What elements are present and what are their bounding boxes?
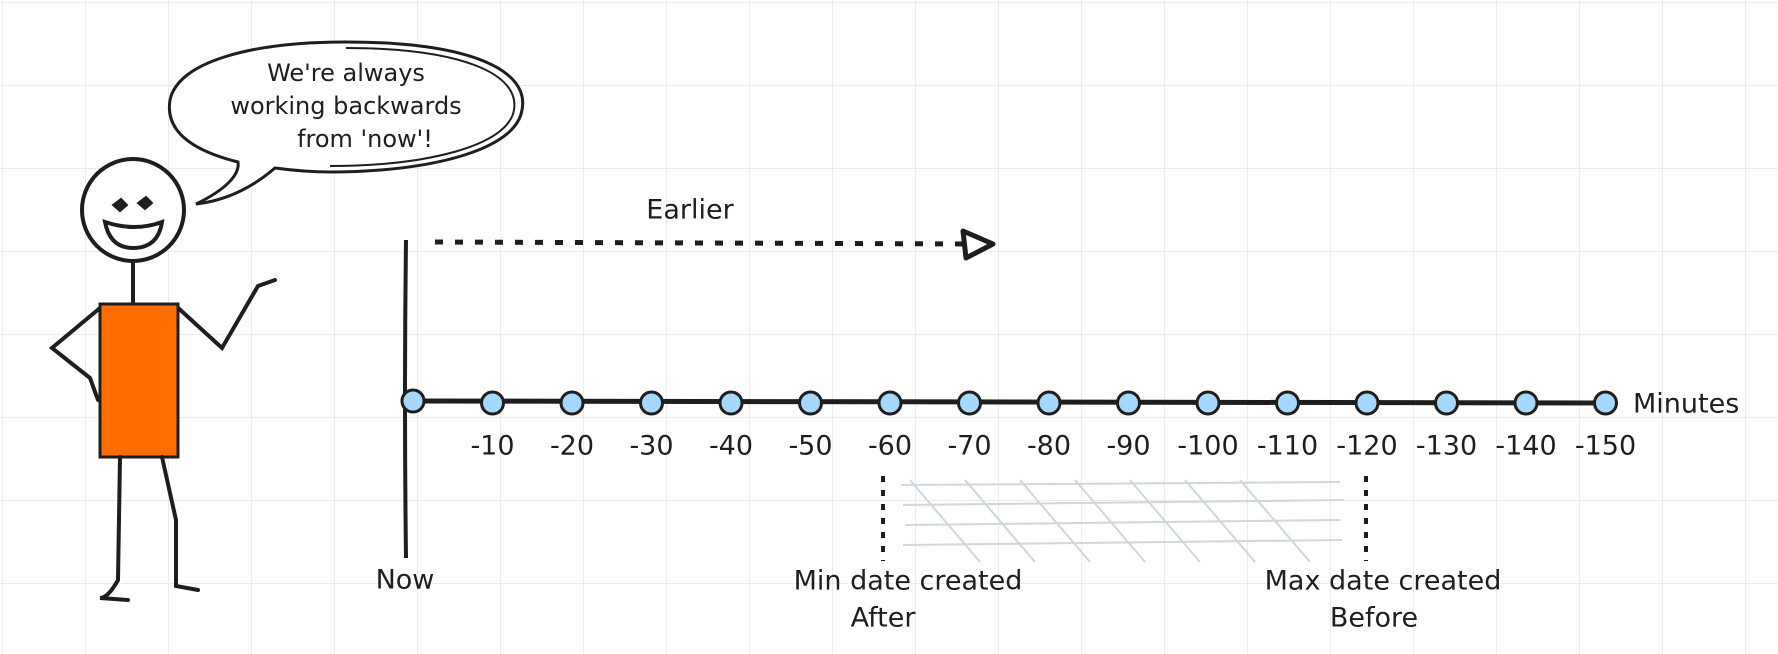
min-subtitle: After <box>851 603 917 634</box>
tick-point <box>639 390 664 416</box>
tick-label: -130 <box>1416 431 1477 462</box>
speech-bubble <box>167 40 525 206</box>
tick-point <box>1593 390 1618 416</box>
tick-label: -90 <box>1106 431 1150 462</box>
tick-label: -60 <box>868 431 912 462</box>
tick-point <box>1434 390 1459 416</box>
bubble-text: We're always <box>267 59 425 87</box>
origin-point <box>400 388 426 414</box>
tick-point <box>480 390 505 416</box>
tick-point <box>1513 390 1539 416</box>
tick-label: -30 <box>629 431 673 462</box>
tick-label: -40 <box>709 431 753 462</box>
tick-label: -10 <box>470 431 514 462</box>
stick-figure <box>48 157 277 602</box>
min-title: Min date created <box>794 566 1023 597</box>
tick-point <box>1195 390 1221 416</box>
axis-line <box>412 398 1606 406</box>
tick-point <box>877 390 903 416</box>
tick-point <box>718 390 744 416</box>
range-hatch <box>900 479 1345 563</box>
tick-label: -120 <box>1336 431 1397 462</box>
tick-point <box>559 390 585 416</box>
tick-label: -110 <box>1257 431 1318 462</box>
tick-point <box>1116 390 1141 416</box>
max-subtitle: Before <box>1330 603 1418 634</box>
tick-label: -70 <box>947 431 991 462</box>
bubble-text: working backwards <box>230 92 461 120</box>
tick-label: -140 <box>1495 431 1556 462</box>
unit-label: Minutes <box>1633 389 1739 420</box>
max-title: Max date created <box>1265 566 1502 597</box>
tick-label: -50 <box>788 431 832 462</box>
timeline: -10 -20 -30 -40 -50 -60 -70 -80 -90 -100 -110 -120-… <box>400 388 1636 462</box>
tick-label: -100 <box>1177 431 1238 462</box>
tick-label: -150 <box>1575 431 1636 462</box>
tick-label: -80 <box>1027 431 1071 462</box>
direction-label: Earlier <box>646 195 734 226</box>
tick-point <box>1275 390 1300 416</box>
bubble-text: from 'now'! <box>297 125 433 153</box>
tick-point <box>1354 390 1380 416</box>
tick-label: -20 <box>550 431 594 462</box>
tick-point <box>798 390 823 416</box>
origin-label: Now <box>376 565 435 596</box>
direction-arrow <box>434 239 976 247</box>
tick-point <box>1036 390 1062 416</box>
arrow-head <box>960 228 996 261</box>
tick-point <box>957 390 982 416</box>
